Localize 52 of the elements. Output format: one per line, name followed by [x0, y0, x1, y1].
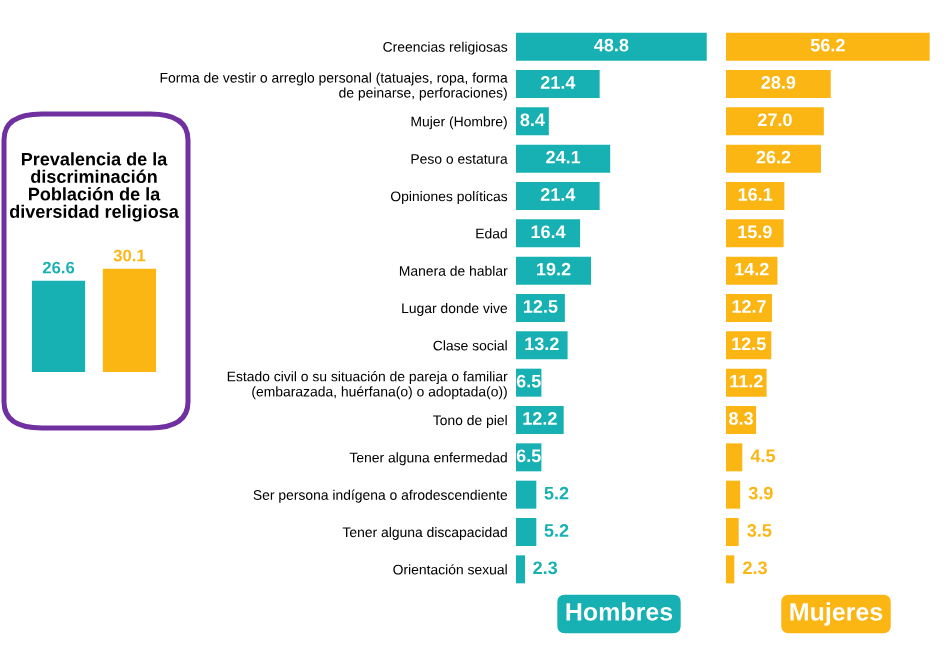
data-label: 26.6	[42, 261, 75, 274]
data-label: 5.2	[544, 486, 569, 500]
bar	[516, 480, 537, 509]
data-label: 6.5	[516, 374, 541, 388]
data-label: 15.9	[738, 225, 772, 239]
bar	[726, 70, 831, 98]
data-label: 56.2	[810, 38, 845, 52]
bar	[516, 32, 707, 61]
data-label: 48.8	[594, 38, 629, 52]
bar	[726, 107, 824, 136]
data-label: 26.2	[756, 150, 791, 164]
data-label: 16.4	[531, 225, 566, 239]
data-label: 8.3	[729, 412, 753, 425]
text: Mujeres	[790, 602, 883, 626]
data-label: 27.0	[757, 113, 792, 127]
bar	[516, 219, 581, 248]
data-label: 21.4	[540, 188, 576, 201]
data-label: 19.2	[537, 262, 571, 276]
data-label: 30.1	[113, 249, 146, 262]
data-label: 28.9	[761, 76, 796, 89]
bar	[726, 144, 821, 173]
series-label: Hombres	[566, 602, 673, 621]
bar	[726, 480, 741, 509]
data-label: 11.2	[730, 374, 763, 388]
data-label: 12.5	[732, 337, 766, 351]
data-label: 16.1	[738, 188, 773, 201]
bar	[516, 518, 537, 546]
data-label: 8.4	[520, 113, 545, 127]
data-label: 12.5	[524, 300, 558, 313]
data-label: 13.2	[525, 337, 559, 351]
data-label: 6.5	[516, 449, 541, 463]
data-label: 2.3	[743, 561, 767, 575]
bar	[516, 182, 600, 210]
data-label: 12.7	[732, 300, 766, 313]
data-label: 14.2	[735, 262, 769, 276]
bar	[726, 555, 735, 584]
bar	[726, 518, 739, 546]
data-label: 3.5	[747, 524, 772, 537]
data-label: 4.5	[750, 449, 776, 463]
data-label: 5.2	[544, 524, 569, 537]
data-label: 3.9	[748, 486, 773, 500]
bar	[726, 443, 743, 472]
data-label: 24.1	[546, 150, 581, 164]
bar	[516, 70, 600, 98]
bar	[516, 256, 592, 285]
data-label: 2.3	[533, 561, 558, 575]
bar	[516, 144, 611, 173]
data-label: 21.4	[540, 76, 576, 89]
bar	[726, 32, 930, 61]
chart-title: Prevalencia de la discriminación Población de la diversidad religiosa	[9, 152, 179, 222]
data-label: 12.2	[523, 412, 557, 425]
bar	[516, 555, 525, 584]
